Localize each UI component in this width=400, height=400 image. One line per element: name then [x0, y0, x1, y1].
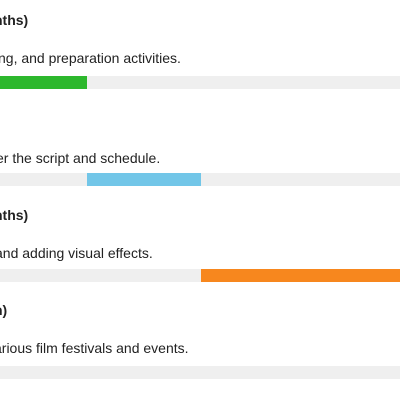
timeline-track: [0, 269, 400, 282]
phase-title: nths): [0, 207, 29, 223]
phase-postproduction: nths) and adding visual effects.: [0, 207, 400, 297]
timeline-track: [0, 76, 400, 89]
phase-title: h): [0, 302, 8, 318]
phase-title: nths): [0, 12, 29, 28]
phase-production: er the script and schedule.: [0, 112, 400, 202]
phase-description: and adding visual effects.: [0, 245, 153, 261]
phase-description: arious film festivals and events.: [0, 340, 189, 356]
timeline-progress-bar: [87, 173, 201, 186]
timeline-track: [0, 366, 400, 379]
phase-description: er the script and schedule.: [0, 150, 161, 166]
phase-description: ting, and preparation activities.: [0, 50, 181, 66]
phase-distribution: h) arious film festivals and events.: [0, 302, 400, 392]
phase-preproduction: nths) ting, and preparation activities.: [0, 12, 400, 102]
timeline-progress-bar: [201, 269, 400, 282]
timeline-progress-bar: [0, 76, 87, 89]
timeline-track: [0, 173, 400, 186]
